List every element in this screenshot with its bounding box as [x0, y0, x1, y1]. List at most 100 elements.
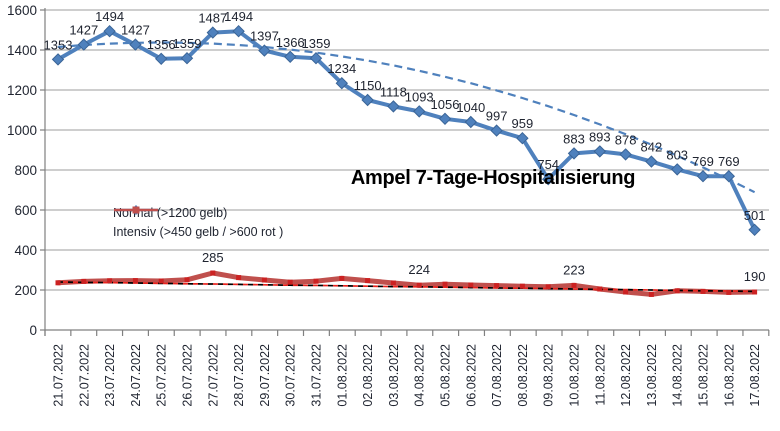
legend: Normal (>1200 gelb) Intensiv (>450 gelb …: [113, 203, 283, 241]
y-tick-label: 0: [29, 323, 37, 338]
chart-title: Ampel 7-Tage-Hospitalisierung: [350, 167, 636, 189]
legend-label-intensiv: Intensiv (>450 gelb / >600 rot ): [113, 224, 284, 239]
normal-data-label: 1397: [250, 29, 279, 44]
y-tick-label: 400: [14, 243, 37, 258]
normal-data-label: 754: [537, 157, 559, 172]
normal-marker: [645, 155, 658, 168]
normal-data-label: 1353: [44, 37, 73, 52]
x-tick-label: 23.07.2022: [103, 344, 117, 407]
intensiv-marker: [55, 280, 61, 286]
normal-marker: [567, 147, 581, 160]
intensiv-marker: [313, 278, 319, 284]
intensiv-marker: [132, 278, 138, 284]
intensiv-marker: [158, 278, 164, 284]
x-tick-label: 15.08.2022: [697, 344, 711, 407]
normal-data-label: 1494: [224, 9, 253, 24]
y-tick-label: 800: [14, 163, 37, 178]
normal-marker: [206, 26, 220, 39]
x-tick-label: 28.07.2022: [232, 344, 246, 407]
x-tick-label: 01.08.2022: [335, 344, 349, 407]
intensiv-marker: [545, 284, 551, 290]
normal-marker: [51, 53, 65, 66]
x-tick-label: 03.08.2022: [387, 344, 401, 407]
normal-marker: [619, 148, 632, 161]
x-tick-label: 30.07.2022: [284, 344, 298, 407]
normal-data-label: 878: [615, 132, 637, 147]
normal-marker: [232, 24, 245, 38]
normal-marker: [258, 44, 271, 57]
intensiv-marker: [184, 277, 190, 283]
normal-marker: [722, 169, 736, 183]
y-tick-label: 200: [14, 283, 37, 298]
normal-marker: [283, 50, 297, 64]
normal-line: [56, 29, 757, 232]
intensiv-data-label: 224: [408, 262, 430, 277]
trendline-intensiv-black: [57, 281, 755, 293]
intensiv-marker: [494, 283, 500, 289]
intensiv-marker: [210, 270, 216, 276]
intensiv-marker: [648, 291, 654, 297]
normal-data-label: 842: [641, 140, 663, 155]
normal-marker: [516, 131, 529, 145]
x-tick-label: 13.08.2022: [645, 344, 659, 407]
normal-marker: [180, 51, 194, 65]
normal-data-label: 1427: [69, 23, 98, 38]
x-tick-label: 16.08.2022: [722, 344, 736, 407]
x-tick-label: 05.08.2022: [439, 344, 453, 407]
normal-data-label: 1494: [95, 9, 124, 24]
normal-data-label: 501: [744, 208, 766, 223]
intensiv-marker: [287, 279, 293, 285]
x-tick-label: 27.07.2022: [206, 344, 220, 407]
normal-data-label: 1356: [147, 37, 176, 52]
legend-item-intensiv: Intensiv (>450 gelb / >600 rot ): [113, 206, 284, 241]
trendline-intensiv-red: [57, 281, 755, 293]
intensiv-marker: [365, 278, 371, 284]
intensiv-line: [55, 270, 758, 297]
normal-data-label: 1056: [431, 97, 460, 112]
normal-data-label: 1118: [380, 84, 407, 99]
intensiv-marker: [752, 289, 758, 295]
x-tick-label: 24.07.2022: [129, 344, 143, 407]
intensiv-marker: [674, 288, 680, 294]
y-tick-label: 600: [14, 203, 37, 218]
normal-data-label: 1234: [327, 61, 356, 76]
x-tick-label: 22.07.2022: [77, 344, 91, 407]
normal-data-label: 1040: [456, 100, 485, 115]
x-tick-label: 21.07.2022: [52, 344, 66, 407]
x-tick-label: 04.08.2022: [413, 344, 427, 407]
normal-data-label: 1427: [121, 23, 150, 38]
normal-data-label: 1093: [405, 89, 434, 104]
intensiv-marker: [442, 281, 448, 287]
intensiv-marker: [597, 286, 603, 292]
normal-data-label: 769: [718, 154, 740, 169]
normal-marker: [154, 52, 168, 66]
intensiv-marker: [726, 289, 732, 295]
normal-data-label: 803: [666, 147, 688, 162]
normal-marker: [412, 105, 426, 118]
x-tick-label: 08.08.2022: [516, 344, 530, 407]
intensiv-marker: [236, 275, 242, 281]
normal-data-label: 769: [692, 154, 714, 169]
x-tick-label: 02.08.2022: [361, 344, 375, 407]
intensiv-marker: [261, 277, 267, 283]
intensiv-data-label: 190: [744, 269, 766, 284]
normal-marker: [129, 38, 142, 51]
x-tick-label: 29.07.2022: [258, 344, 272, 407]
intensiv-marker: [571, 282, 577, 288]
intensiv-marker: [468, 282, 474, 288]
normal-data-label: 883: [563, 131, 585, 146]
intensiv-marker: [339, 275, 345, 281]
normal-marker: [464, 115, 478, 129]
normal-marker: [490, 124, 503, 137]
normal-marker: [696, 169, 710, 183]
normal-data-label: 1150: [354, 78, 382, 93]
normal-marker: [748, 223, 761, 237]
y-tick-label: 1000: [7, 123, 37, 138]
x-tick-label: 12.08.2022: [619, 344, 633, 407]
intensiv-marker: [700, 288, 706, 294]
normal-marker: [438, 112, 452, 126]
normal-marker: [103, 24, 116, 38]
normal-data-label: 959: [512, 116, 534, 131]
